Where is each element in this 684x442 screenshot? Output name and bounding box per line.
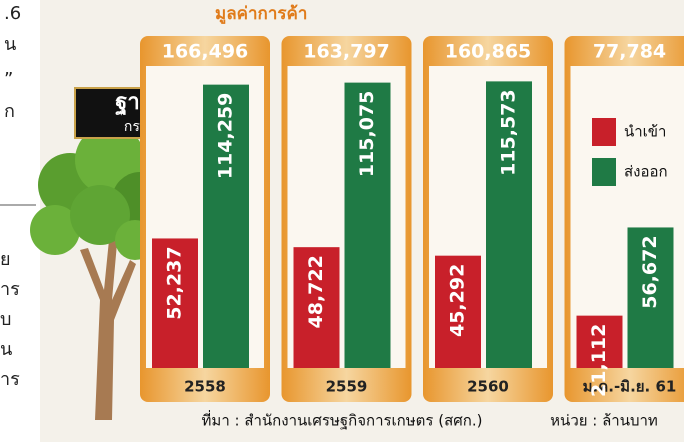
total-label: 160,865 [445,41,532,63]
x-tick-label: 2560 [467,378,509,396]
value-label: 115,573 [498,89,520,176]
value-label: 45,292 [447,264,469,337]
margin-text: าร [0,369,20,390]
source: ที่มา : สำนักงานเศรษฐกิจการเกษตร (สศก.) [202,410,483,430]
legend-swatch [592,118,616,146]
margin-text: น [4,34,16,55]
total-label: 77,784 [593,41,666,63]
chart-title: มูลค่าการค้า [215,4,307,25]
legend-label: ส่งออก [624,163,668,181]
margin-text: .6 [4,3,21,24]
margin-text: บ [0,309,11,330]
chart: มูลค่าการค้า ฐาน กราฟิก ที่มา : สำนักงาน… [0,0,684,442]
legend-swatch [592,158,616,186]
margin-text: าร [0,279,20,300]
value-label: 48,722 [305,255,327,328]
legend-label: นำเข้า [624,123,666,141]
unit: หน่วย : ล้านบาท [550,412,658,430]
x-tick-label: 2559 [326,378,368,396]
value-label: 52,237 [164,246,186,319]
margin-text: ” [4,69,13,90]
value-label: 21,112 [588,324,610,397]
value-label: 114,259 [215,93,237,180]
margin-text: ก [4,101,15,122]
x-tick-label: 2558 [184,378,226,396]
margin-text: น [0,339,12,360]
value-label: 56,672 [639,235,661,308]
total-label: 163,797 [303,41,390,63]
value-label: 115,075 [356,91,378,178]
margin-text: ย [0,249,11,270]
total-label: 166,496 [162,41,249,63]
